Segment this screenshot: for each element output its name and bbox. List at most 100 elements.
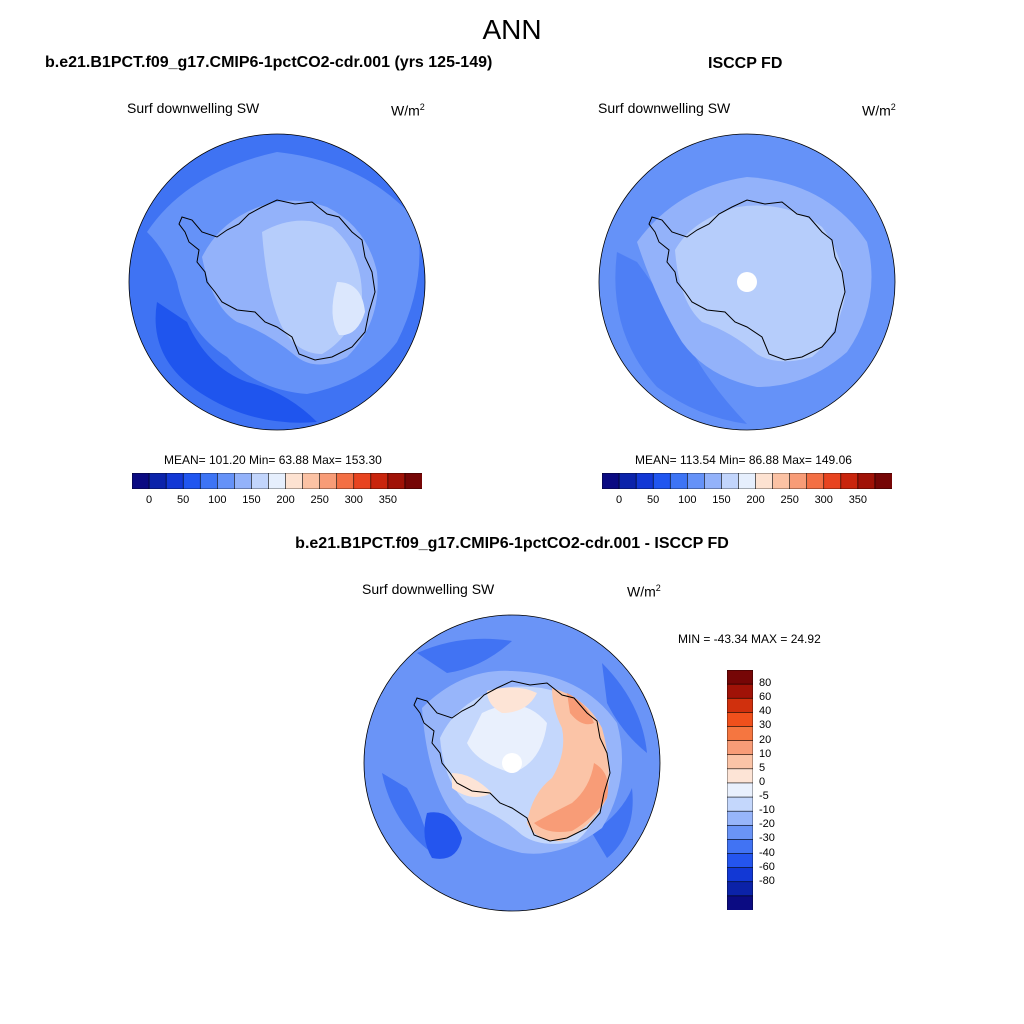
model-colorbar xyxy=(132,473,422,489)
diff-positive-pale-area xyxy=(452,687,537,797)
colorbar-swatch xyxy=(302,473,321,489)
colorbar-swatch xyxy=(727,712,753,728)
colorbar-tick-label: 0 xyxy=(759,775,766,788)
obs-colorbar xyxy=(602,473,892,489)
colorbar-swatch xyxy=(727,853,753,869)
colorbar-tick-label: -40 xyxy=(759,846,775,859)
diff-near-zero-area xyxy=(467,705,547,773)
colorbar-tick-label: 60 xyxy=(759,691,772,704)
colorbar-swatch xyxy=(840,473,859,489)
model-colorbar-ticks: 0 50 100 150 200 250 300 350 xyxy=(132,494,422,510)
colorbar-tick-label: 5 xyxy=(759,761,766,774)
diff-units-label: W/m2 xyxy=(627,583,661,600)
colorbar-swatch xyxy=(727,782,753,798)
colorbar-swatch xyxy=(199,473,218,489)
colorbar-swatch xyxy=(652,473,671,489)
colorbar-swatch xyxy=(755,473,774,489)
obs-panel-title: ISCCP FD xyxy=(708,55,783,72)
colorbar-tick-label: 0 xyxy=(615,494,623,506)
model-panel-title: b.e21.B1PCT.f09_g17.CMIP6-1pctCO2-cdr.00… xyxy=(45,54,493,71)
colorbar-tick-label: 350 xyxy=(848,494,868,506)
obs-colorbar-ticks: 0 50 100 150 200 250 300 350 xyxy=(602,494,892,510)
diff-coastline xyxy=(413,680,611,842)
colorbar-tick-label: 40 xyxy=(759,705,772,718)
colorbar-swatch xyxy=(669,473,688,489)
diff-panel-title: b.e21.B1PCT.f09_g17.CMIP6-1pctCO2-cdr.00… xyxy=(295,535,729,552)
colorbar-swatch xyxy=(806,473,825,489)
colorbar-swatch xyxy=(602,473,620,489)
colorbar-swatch xyxy=(727,754,753,770)
colorbar-tick-label: 100 xyxy=(678,494,697,506)
model-stats: MEAN= 101.20 Min= 63.88 Max= 153.30 xyxy=(164,453,382,467)
colorbar-tick-label: 0 xyxy=(145,494,153,506)
colorbar-swatch xyxy=(789,473,808,489)
colorbar-swatch xyxy=(727,867,753,883)
colorbar-swatch xyxy=(857,473,876,489)
colorbar-tick-label: -30 xyxy=(759,832,775,845)
colorbar-swatch xyxy=(404,473,422,489)
colorbar-tick-label: 200 xyxy=(276,494,295,506)
colorbar-swatch xyxy=(727,881,753,897)
colorbar-swatch xyxy=(727,810,753,826)
colorbar-tick-label: -60 xyxy=(759,860,775,873)
model-dark-ocean-region xyxy=(155,302,317,423)
colorbar-swatch xyxy=(285,473,304,489)
colorbar-swatch xyxy=(686,473,705,489)
colorbar-swatch xyxy=(336,473,355,489)
colorbar-tick-label: -20 xyxy=(759,818,775,831)
colorbar-tick-label: 50 xyxy=(647,494,660,506)
figure-title: ANN xyxy=(482,14,542,45)
colorbar-swatch xyxy=(234,473,253,489)
colorbar-tick-label: 30 xyxy=(759,719,772,732)
obs-continent-shading xyxy=(675,205,845,362)
colorbar-tick-label: 250 xyxy=(780,494,799,506)
obs-variable-label: Surf downwelling SW xyxy=(598,100,731,116)
colorbar-swatch xyxy=(182,473,201,489)
model-polar-map xyxy=(128,133,426,431)
colorbar-tick-label: 300 xyxy=(814,494,833,506)
colorbar-swatch xyxy=(727,796,753,812)
model-bright-spot xyxy=(332,282,365,336)
colorbar-swatch xyxy=(216,473,235,489)
colorbar-tick-label: 250 xyxy=(310,494,329,506)
colorbar-swatch xyxy=(635,473,654,489)
model-units-label: W/m2 xyxy=(391,102,425,119)
model-coastline xyxy=(178,199,376,361)
colorbar-swatch xyxy=(319,473,338,489)
colorbar-swatch xyxy=(618,473,637,489)
diff-colorbar xyxy=(727,670,753,910)
colorbar-swatch xyxy=(704,473,723,489)
colorbar-swatch xyxy=(772,473,791,489)
diff-variable-label: Surf downwelling SW xyxy=(362,581,495,597)
colorbar-swatch xyxy=(251,473,270,489)
colorbar-tick-label: -80 xyxy=(759,874,775,887)
colorbar-swatch xyxy=(268,473,287,489)
colorbar-swatch xyxy=(353,473,372,489)
colorbar-swatch xyxy=(132,473,150,489)
obs-polar-missing-hole xyxy=(737,272,757,292)
colorbar-tick-label: 200 xyxy=(746,494,765,506)
colorbar-swatch xyxy=(721,473,740,489)
colorbar-swatch xyxy=(727,697,753,713)
colorbar-swatch xyxy=(727,683,753,699)
colorbar-swatch xyxy=(727,839,753,855)
obs-polar-map xyxy=(598,133,896,431)
diff-strong-negative-patch xyxy=(424,812,462,859)
diff-polar-missing-hole xyxy=(502,753,522,773)
colorbar-tick-label: 50 xyxy=(177,494,190,506)
diff-colorbar-ticks: 80 60 40 30 20 10 5 0 -5 -10 -20 -30 -40 -60 -80 xyxy=(759,670,799,910)
colorbar-tick-label: 150 xyxy=(712,494,731,506)
diff-stats: MIN = -43.34 MAX = 24.92 xyxy=(678,632,821,646)
colorbar-swatch xyxy=(370,473,389,489)
colorbar-swatch xyxy=(727,670,753,685)
diff-darker-ocean-patches xyxy=(382,638,647,858)
diff-positive-strong-area xyxy=(534,693,609,832)
colorbar-tick-label: 10 xyxy=(759,747,772,760)
colorbar-tick-label: -5 xyxy=(759,790,769,803)
colorbar-tick-label: 80 xyxy=(759,677,772,690)
colorbar-swatch xyxy=(727,768,753,784)
colorbar-tick-label: 100 xyxy=(208,494,227,506)
obs-units-label: W/m2 xyxy=(862,102,896,119)
colorbar-swatch xyxy=(823,473,842,489)
colorbar-swatch xyxy=(387,473,406,489)
